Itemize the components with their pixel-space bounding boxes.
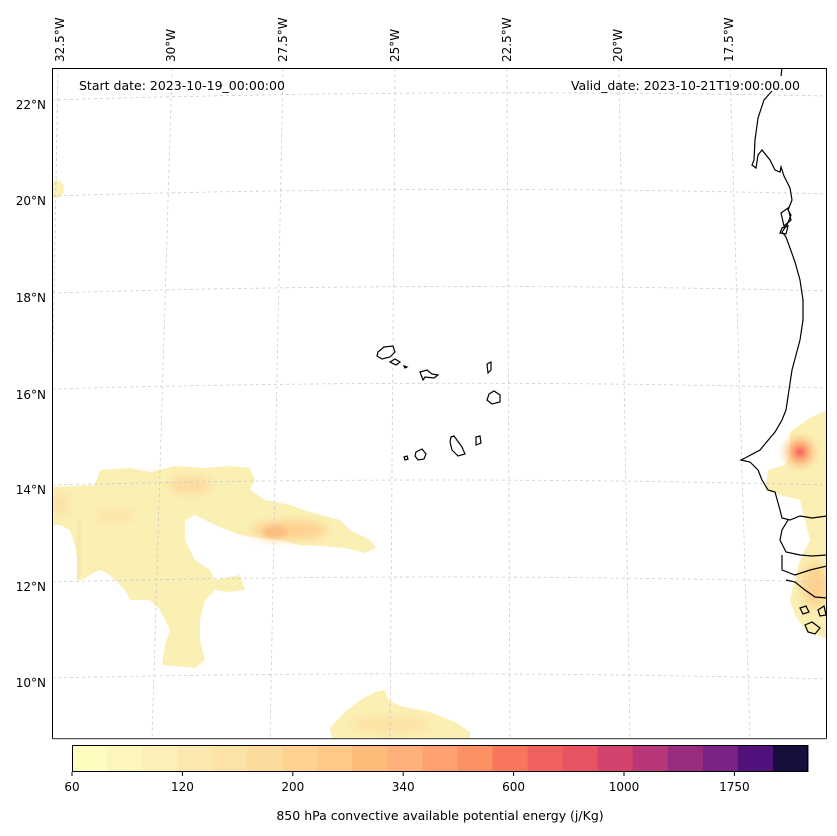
- colorbar-label: 850 hPa convective available potential e…: [276, 808, 604, 823]
- colorbar-swatch: [247, 745, 283, 772]
- cape-streak: [77, 520, 81, 580]
- colorbar-swatch: [772, 745, 809, 772]
- island-santo-antao: [376, 345, 396, 360]
- gridlines: [52, 68, 827, 739]
- cape-max-south: [350, 717, 430, 733]
- cape-region-nw-spot: [52, 180, 64, 198]
- island-maio: [475, 435, 482, 446]
- lat-gridline-22n: [52, 92, 827, 101]
- colorbar-swatch: [597, 745, 634, 772]
- colorbar-swatch: [632, 745, 669, 772]
- colorbar-tick-label: 200: [281, 780, 305, 794]
- colorbar-tick-label: 1000: [608, 780, 640, 794]
- lat-gridline-20n: [52, 189, 827, 197]
- colorbar-swatch: [492, 745, 529, 772]
- lon-gridline-20w: [618, 68, 631, 739]
- colorbar-frame: [72, 745, 808, 772]
- cape-max-guinea: [801, 563, 827, 607]
- island-santa-luzia: [402, 364, 409, 369]
- lat-gridline-14n: [52, 479, 827, 486]
- colorbar-swatch: [142, 745, 178, 772]
- coastline-arguin-islands: [779, 206, 792, 235]
- cape-max-3: [263, 526, 287, 538]
- colorbar-swatch: [457, 745, 494, 772]
- lat-label-12n: 12°N: [15, 580, 46, 594]
- lat-gridline-16n: [52, 382, 827, 390]
- colorbar-swatch: [282, 745, 318, 772]
- lon-gridline-25w: [389, 68, 396, 739]
- lat-label-14n: 14°N: [15, 483, 46, 497]
- colorbar-tick-label: 60: [64, 780, 80, 794]
- valid-date-annotation: Valid_date: 2023-10-21T19:00:00.00: [570, 78, 800, 93]
- cape-max-4: [95, 510, 135, 522]
- lon-gridline-17-5w: [729, 68, 751, 739]
- colorbar-swatch: [317, 745, 353, 772]
- colorbar-tick-label: 120: [170, 780, 194, 794]
- lat-label-18n: 18°N: [15, 291, 46, 305]
- colorbar-swatch: [667, 745, 704, 772]
- colorbar-tick-label: 1750: [719, 780, 750, 794]
- island-santiago: [449, 435, 466, 457]
- colorbar-swatch: [212, 745, 248, 772]
- colorbar: [71, 745, 809, 776]
- lat-gridline-18n: [52, 286, 827, 294]
- colorbar-swatch: [702, 745, 739, 772]
- colorbar-swatch: [387, 745, 423, 772]
- island-sao-vicente: [388, 358, 402, 366]
- cape-max-senegal: [778, 430, 822, 474]
- island-brava: [403, 455, 409, 461]
- lat-label-10n: 10°N: [15, 676, 46, 690]
- lon-gridline-27-5w: [269, 68, 284, 739]
- colorbar-swatch: [527, 745, 564, 772]
- lat-label-20n: 20°N: [15, 194, 46, 208]
- colorbar-swatch: [562, 745, 599, 772]
- colorbar-tick-label: 340: [391, 780, 415, 794]
- coastline-west-africa: [739, 68, 827, 599]
- cape-max-1: [168, 476, 212, 494]
- lon-gridline-22-5w: [506, 68, 511, 739]
- cape-region-itcz-west: [52, 466, 376, 668]
- cape-verde-islands: [376, 345, 501, 461]
- coastlines: [739, 68, 827, 635]
- lat-label-16n: 16°N: [15, 388, 46, 402]
- lon-gridline-30w: [151, 68, 173, 739]
- cape-max-2: [252, 521, 328, 539]
- colorbar-swatch: [422, 745, 459, 772]
- colorbar-tick-label: 600: [502, 780, 526, 794]
- cape-max-5: [52, 492, 70, 516]
- island-fogo: [414, 448, 427, 461]
- island-boa-vista: [486, 390, 501, 405]
- cape-field: [52, 180, 827, 739]
- lat-gridline-12n: [52, 576, 827, 583]
- colorbar-swatch: [352, 745, 388, 772]
- colorbar-swatch: [177, 745, 213, 772]
- lat-label-22n: 22°N: [15, 98, 46, 112]
- colorbar-swatch: [72, 745, 108, 772]
- colorbar-swatch: [737, 745, 774, 772]
- island-sao-nicolau: [419, 369, 440, 382]
- island-sal: [486, 361, 492, 375]
- colorbar-swatch: [107, 745, 143, 772]
- start-date-annotation: Start date: 2023-10-19_00:00:00: [79, 78, 285, 93]
- lat-gridline-10n: [52, 673, 827, 680]
